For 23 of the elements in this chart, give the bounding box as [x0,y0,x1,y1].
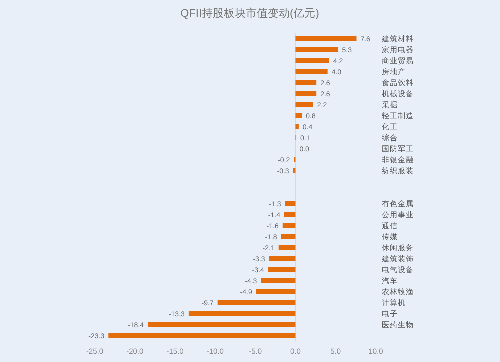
bar [218,300,296,305]
bar [296,102,314,107]
bar [269,256,296,261]
bar [296,124,299,129]
bar [148,322,296,327]
bar [296,47,338,52]
bar [284,212,296,217]
bar [296,113,302,118]
bar [296,36,357,41]
bar [278,245,296,250]
bar [281,234,296,239]
bar [108,333,296,338]
bar [296,91,317,96]
bar [282,223,296,228]
bar [296,80,317,85]
bar [296,58,330,63]
bar [256,289,296,294]
bar [285,201,296,206]
bar [188,311,296,316]
chart-title: QFII持股板块市值变动(亿元) [180,7,320,20]
bar [296,69,328,74]
bar [261,278,296,283]
bar [268,267,296,272]
